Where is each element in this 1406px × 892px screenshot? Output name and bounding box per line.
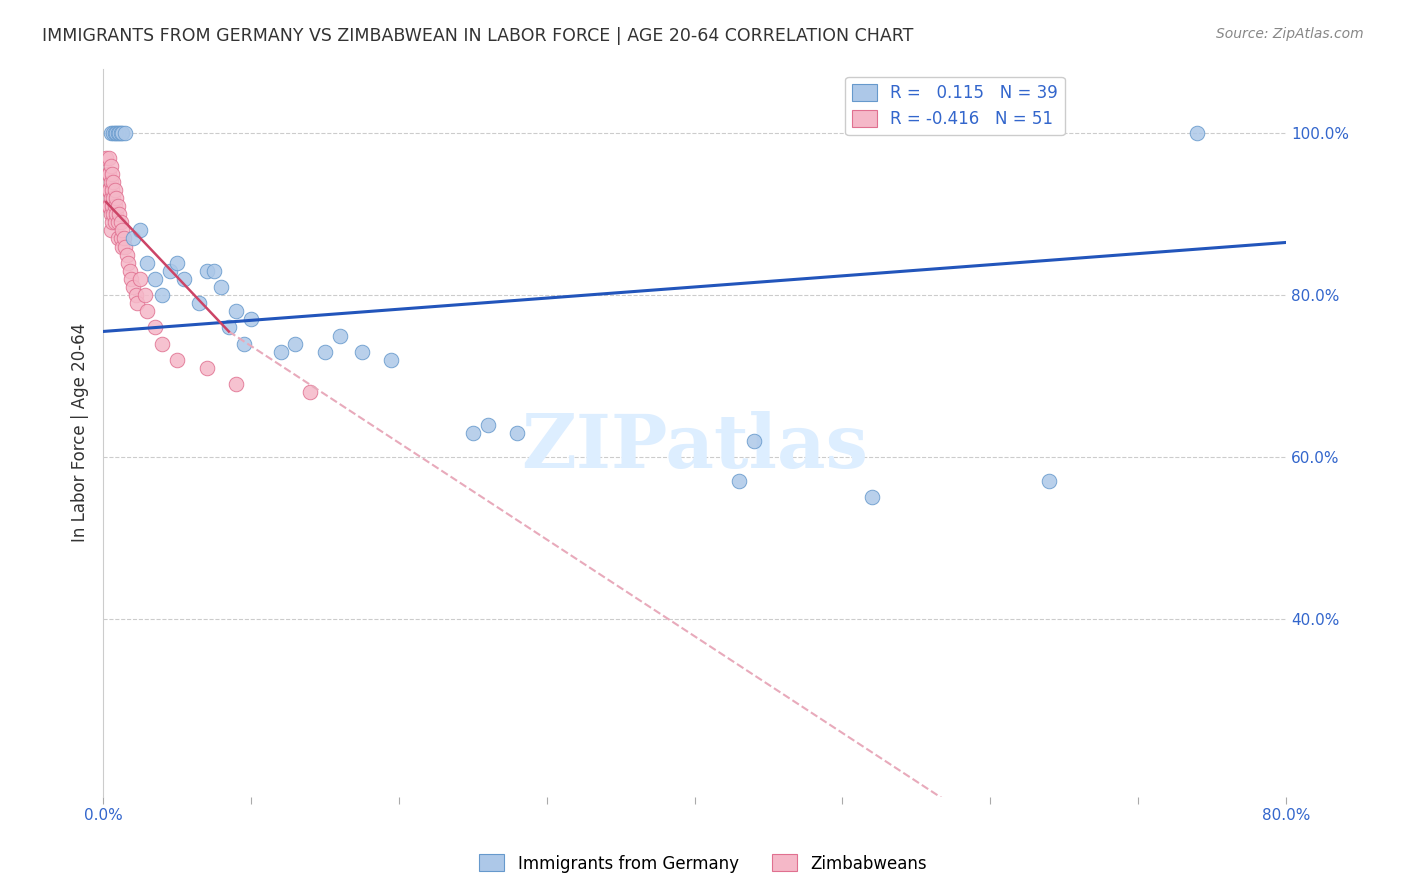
Point — [103, 207, 125, 221]
Legend: Immigrants from Germany, Zimbabweans: Immigrants from Germany, Zimbabweans — [472, 847, 934, 880]
Point — [127, 296, 149, 310]
Point — [136, 304, 159, 318]
Point — [101, 199, 124, 213]
Point — [112, 231, 135, 245]
Point — [98, 151, 121, 165]
Point — [103, 191, 125, 205]
Point — [100, 126, 122, 140]
Point — [195, 264, 218, 278]
Point — [121, 231, 143, 245]
Point — [103, 126, 125, 140]
Point — [136, 256, 159, 270]
Point — [98, 183, 121, 197]
Point — [104, 126, 127, 140]
Point — [108, 207, 131, 221]
Point — [105, 191, 128, 205]
Point — [225, 304, 247, 318]
Point — [477, 417, 499, 432]
Legend: R =   0.115   N = 39, R = -0.416   N = 51: R = 0.115 N = 39, R = -0.416 N = 51 — [845, 77, 1064, 135]
Point — [166, 256, 188, 270]
Text: Source: ZipAtlas.com: Source: ZipAtlas.com — [1216, 27, 1364, 41]
Point — [380, 352, 402, 367]
Point — [150, 336, 173, 351]
Point — [97, 167, 120, 181]
Point — [209, 280, 232, 294]
Point — [284, 336, 307, 351]
Point — [105, 126, 128, 140]
Point — [101, 167, 124, 181]
Point — [111, 239, 134, 253]
Point — [1187, 126, 1209, 140]
Point — [110, 126, 132, 140]
Point — [107, 126, 129, 140]
Point — [150, 288, 173, 302]
Point — [120, 272, 142, 286]
Point — [107, 199, 129, 213]
Point — [270, 344, 292, 359]
Point — [860, 491, 883, 505]
Point — [742, 434, 765, 448]
Point — [111, 223, 134, 237]
Text: IMMIGRANTS FROM GERMANY VS ZIMBABWEAN IN LABOR FORCE | AGE 20-64 CORRELATION CHA: IMMIGRANTS FROM GERMANY VS ZIMBABWEAN IN… — [42, 27, 914, 45]
Point — [728, 474, 751, 488]
Point — [506, 425, 529, 440]
Point — [100, 207, 122, 221]
Point — [111, 126, 134, 140]
Point — [173, 272, 195, 286]
Point — [98, 199, 121, 213]
Point — [225, 377, 247, 392]
Point — [104, 199, 127, 213]
Point — [110, 231, 132, 245]
Point — [121, 280, 143, 294]
Point — [202, 264, 225, 278]
Point — [105, 207, 128, 221]
Point — [195, 360, 218, 375]
Point — [101, 183, 124, 197]
Point — [166, 352, 188, 367]
Point — [97, 183, 120, 197]
Point — [114, 239, 136, 253]
Point — [1038, 474, 1060, 488]
Point — [129, 223, 152, 237]
Point — [97, 199, 120, 213]
Point — [104, 183, 127, 197]
Point — [329, 328, 352, 343]
Point — [143, 272, 166, 286]
Point — [124, 288, 146, 302]
Text: ZIPatlas: ZIPatlas — [522, 410, 868, 483]
Point — [218, 320, 240, 334]
Point — [100, 191, 122, 205]
Point — [100, 223, 122, 237]
Point — [461, 425, 484, 440]
Point — [107, 231, 129, 245]
Point — [350, 344, 373, 359]
Point — [103, 175, 125, 189]
Point — [104, 215, 127, 229]
Point — [143, 320, 166, 334]
Point — [299, 385, 322, 400]
Point — [108, 126, 131, 140]
Point — [100, 159, 122, 173]
Point — [314, 344, 336, 359]
Point — [115, 247, 138, 261]
Point — [129, 272, 152, 286]
Point — [94, 151, 117, 165]
Point — [114, 126, 136, 140]
Point — [117, 256, 139, 270]
Point — [98, 167, 121, 181]
Point — [134, 288, 156, 302]
Point — [188, 296, 211, 310]
Point — [240, 312, 263, 326]
Point — [107, 215, 129, 229]
Point — [101, 215, 124, 229]
Point — [110, 215, 132, 229]
Point — [232, 336, 254, 351]
Y-axis label: In Labor Force | Age 20-64: In Labor Force | Age 20-64 — [72, 323, 89, 542]
Point — [100, 175, 122, 189]
Point — [118, 264, 141, 278]
Point — [159, 264, 181, 278]
